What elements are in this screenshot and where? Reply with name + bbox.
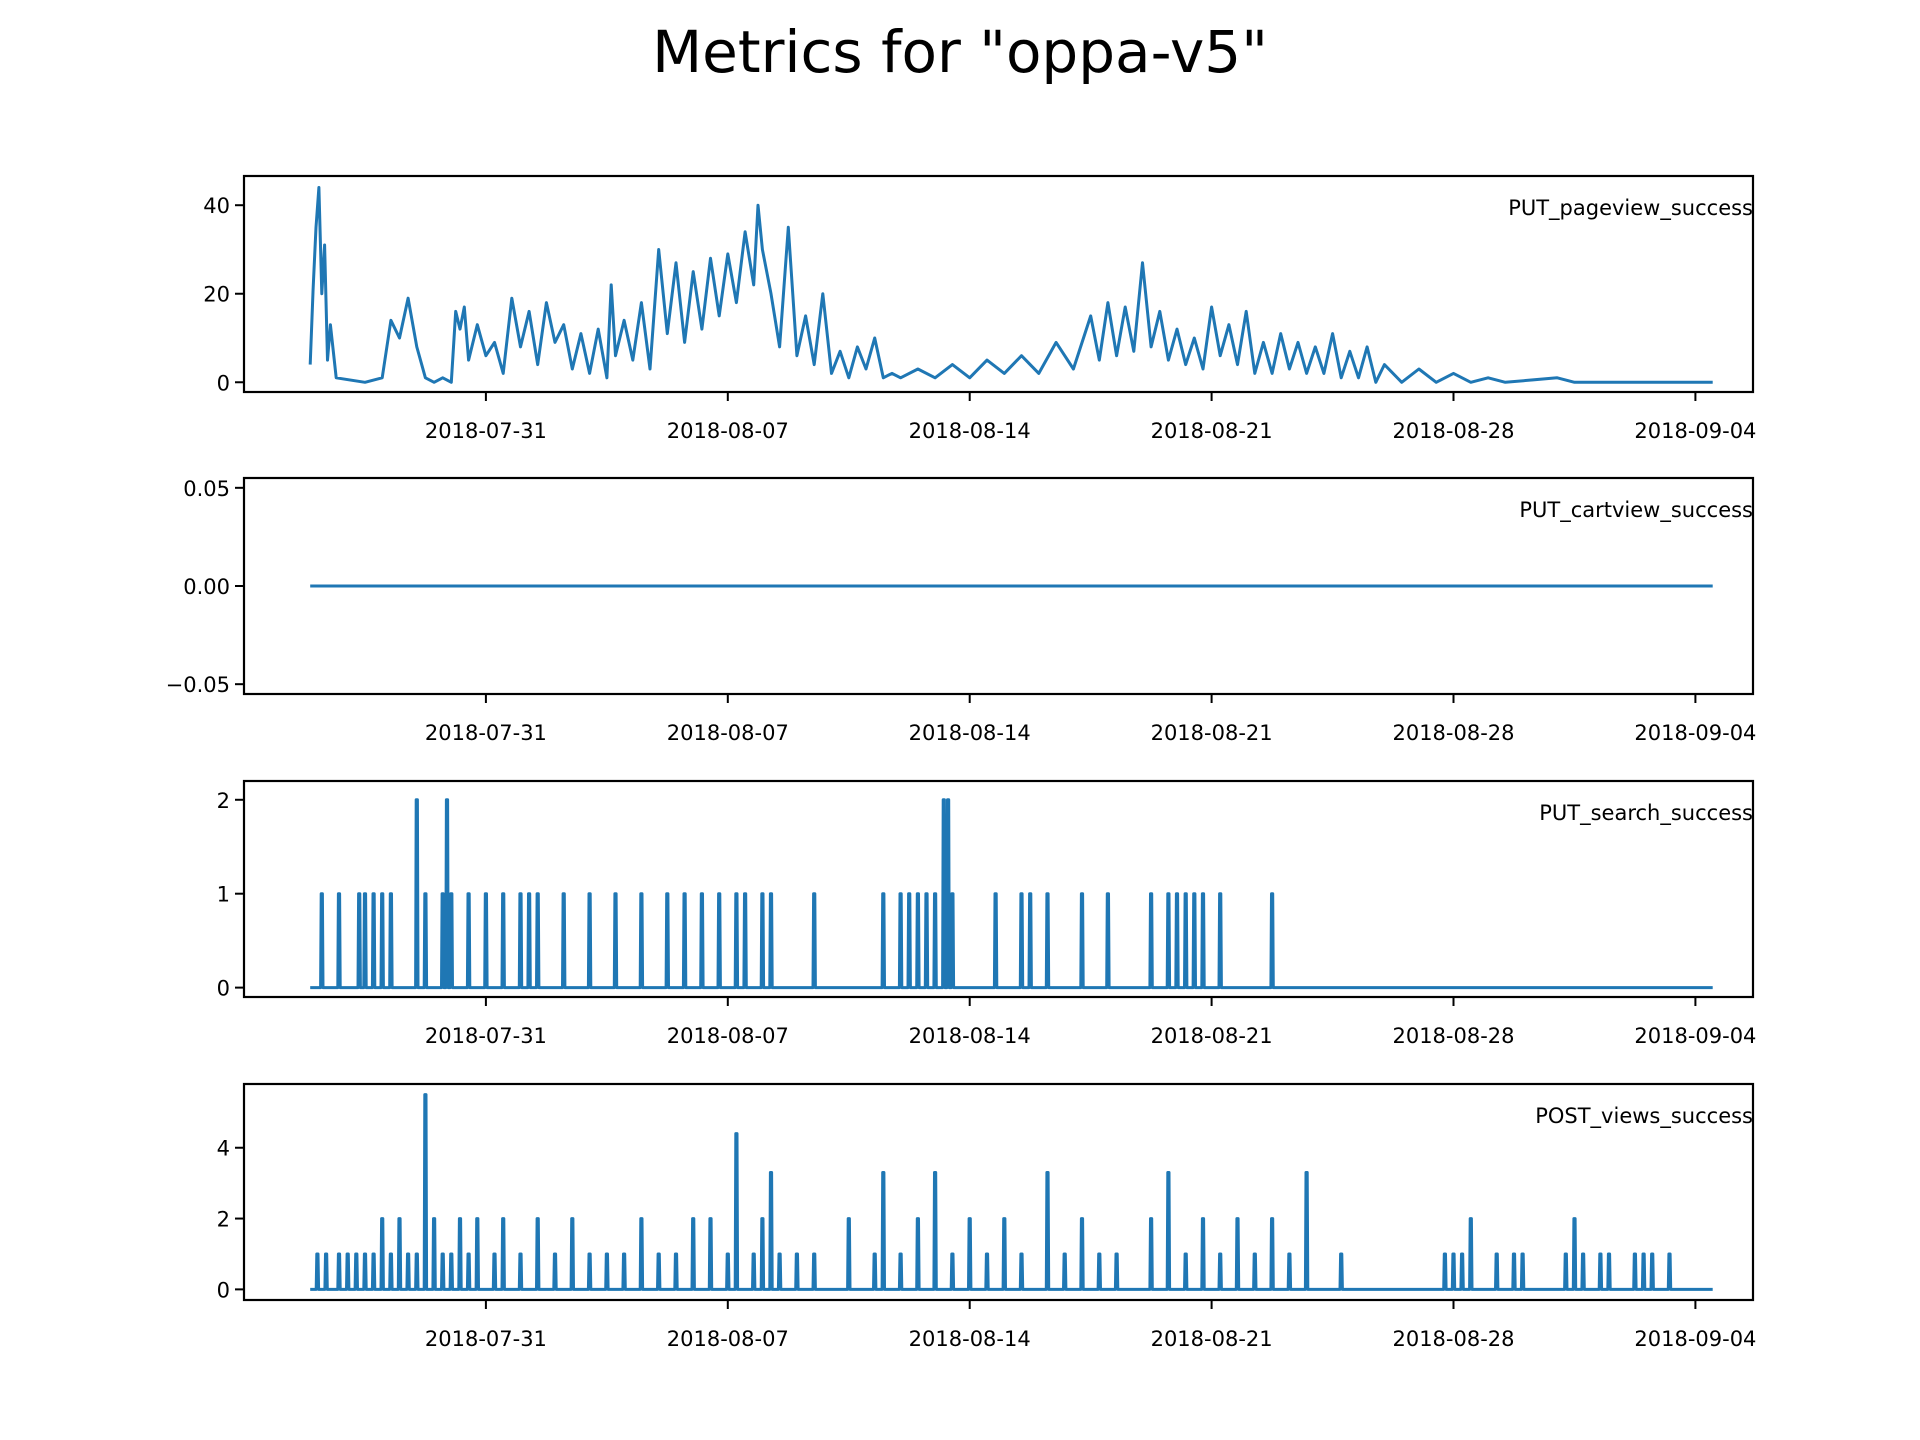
y-tick-label: 0.05: [183, 477, 230, 501]
x-tick-label: 2018-08-07: [667, 1024, 789, 1048]
y-tick-label: 2: [217, 1208, 230, 1232]
y-tick-label: 4: [217, 1137, 230, 1161]
x-tick-label: 2018-07-31: [425, 721, 547, 745]
x-tick-label: 2018-09-04: [1634, 721, 1756, 745]
series-label: PUT_search_success: [1539, 801, 1753, 826]
x-tick-label: 2018-08-14: [909, 419, 1031, 443]
x-tick-label: 2018-09-04: [1634, 419, 1756, 443]
series-label: PUT_cartview_success: [1519, 498, 1753, 523]
series-label: POST_views_success: [1535, 1104, 1753, 1129]
x-tick-label: 2018-08-28: [1392, 1024, 1514, 1048]
series-line-PUT_search_success: [310, 798, 1713, 990]
y-tick-label: 40: [203, 194, 230, 218]
y-tick-label: −0.05: [166, 673, 230, 697]
y-tick-label: 0: [217, 371, 230, 395]
plot-frame: [242, 1082, 1755, 1302]
x-tick-label: 2018-08-21: [1151, 1327, 1273, 1351]
x-tick-label: 2018-08-14: [909, 721, 1031, 745]
x-tick-label: 2018-08-28: [1392, 1327, 1514, 1351]
x-tick-label: 2018-08-07: [667, 721, 789, 745]
x-tick-label: 2018-08-07: [667, 419, 789, 443]
subplot-PUT_pageview_success: 2018-07-31 2018-08-07 2018-08-14 2018-08-21…: [203, 174, 1756, 443]
y-tick-label: 1: [217, 883, 230, 907]
x-tick-label: 2018-07-31: [425, 1327, 547, 1351]
y-tick-label: 0: [217, 977, 230, 1001]
x-tick-label: 2018-08-21: [1151, 419, 1273, 443]
y-tick-label: 20: [203, 283, 230, 307]
subplot-PUT_search_success: 2018-07-31 2018-08-07 2018-08-14 2018-08-21…: [217, 779, 1756, 1048]
y-tick-label: 2: [217, 789, 230, 813]
x-tick-label: 2018-08-14: [909, 1327, 1031, 1351]
x-tick-label: 2018-08-07: [667, 1327, 789, 1351]
x-tick-label: 2018-08-21: [1151, 1024, 1273, 1048]
x-tick-label: 2018-07-31: [425, 1024, 547, 1048]
series-label: PUT_pageview_success: [1508, 196, 1753, 221]
series-line-PUT_pageview_success: [308, 186, 1713, 384]
figure-title: Metrics for "oppa-v5": [652, 18, 1268, 86]
x-tick-label: 2018-09-04: [1634, 1327, 1756, 1351]
x-tick-label: 2018-07-31: [425, 419, 547, 443]
x-tick-label: 2018-08-14: [909, 1024, 1031, 1048]
series-line-POST_views_success: [310, 1093, 1713, 1291]
subplot-POST_views_success: 2018-07-31 2018-08-07 2018-08-14 2018-08-21…: [217, 1082, 1756, 1351]
x-tick-label: 2018-08-21: [1151, 721, 1273, 745]
plot-frame: [242, 174, 1755, 394]
x-tick-label: 2018-09-04: [1634, 1024, 1756, 1048]
subplot-PUT_cartview_success: 2018-07-31 2018-08-07 2018-08-14 2018-08-21…: [166, 477, 1757, 745]
plot-frame: [242, 779, 1755, 999]
x-tick-label: 2018-08-28: [1392, 721, 1514, 745]
y-tick-label: 0: [217, 1278, 230, 1302]
x-tick-label: 2018-08-28: [1392, 419, 1514, 443]
y-tick-label: 0.00: [183, 575, 230, 599]
